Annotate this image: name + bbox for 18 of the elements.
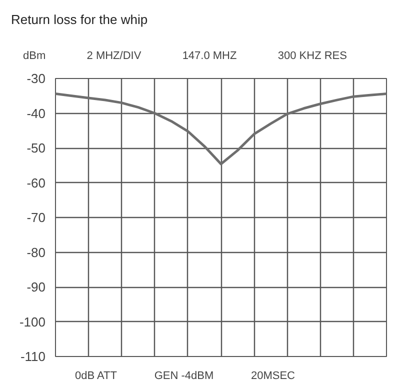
y-tick-label: -60: [26, 175, 46, 190]
line-series: [56, 92, 386, 166]
text: 147.0 MHZ: [182, 49, 237, 64]
y-tick-label: -90: [26, 280, 46, 294]
y-tick-label: -70: [26, 210, 46, 225]
text: 20MSEC: [250, 369, 295, 384]
y-axis-title: dBm: [23, 49, 46, 64]
text: 2 MHZ/DIV: [86, 49, 142, 64]
y-tick-label: -50: [26, 140, 46, 156]
y-tick-label: -110: [20, 349, 46, 364]
y-tick-label: -80: [26, 244, 46, 260]
chart-title: Return loss for the whip: [11, 12, 148, 27]
y-tick-label: -100: [19, 314, 46, 330]
y-tick-label: -30: [26, 71, 46, 86]
y-tick-label: -40: [26, 106, 46, 121]
text: 0dB ATT: [75, 369, 117, 384]
text: 300 KHZ RES: [278, 49, 347, 64]
text: GEN -4dBM: [154, 369, 214, 384]
